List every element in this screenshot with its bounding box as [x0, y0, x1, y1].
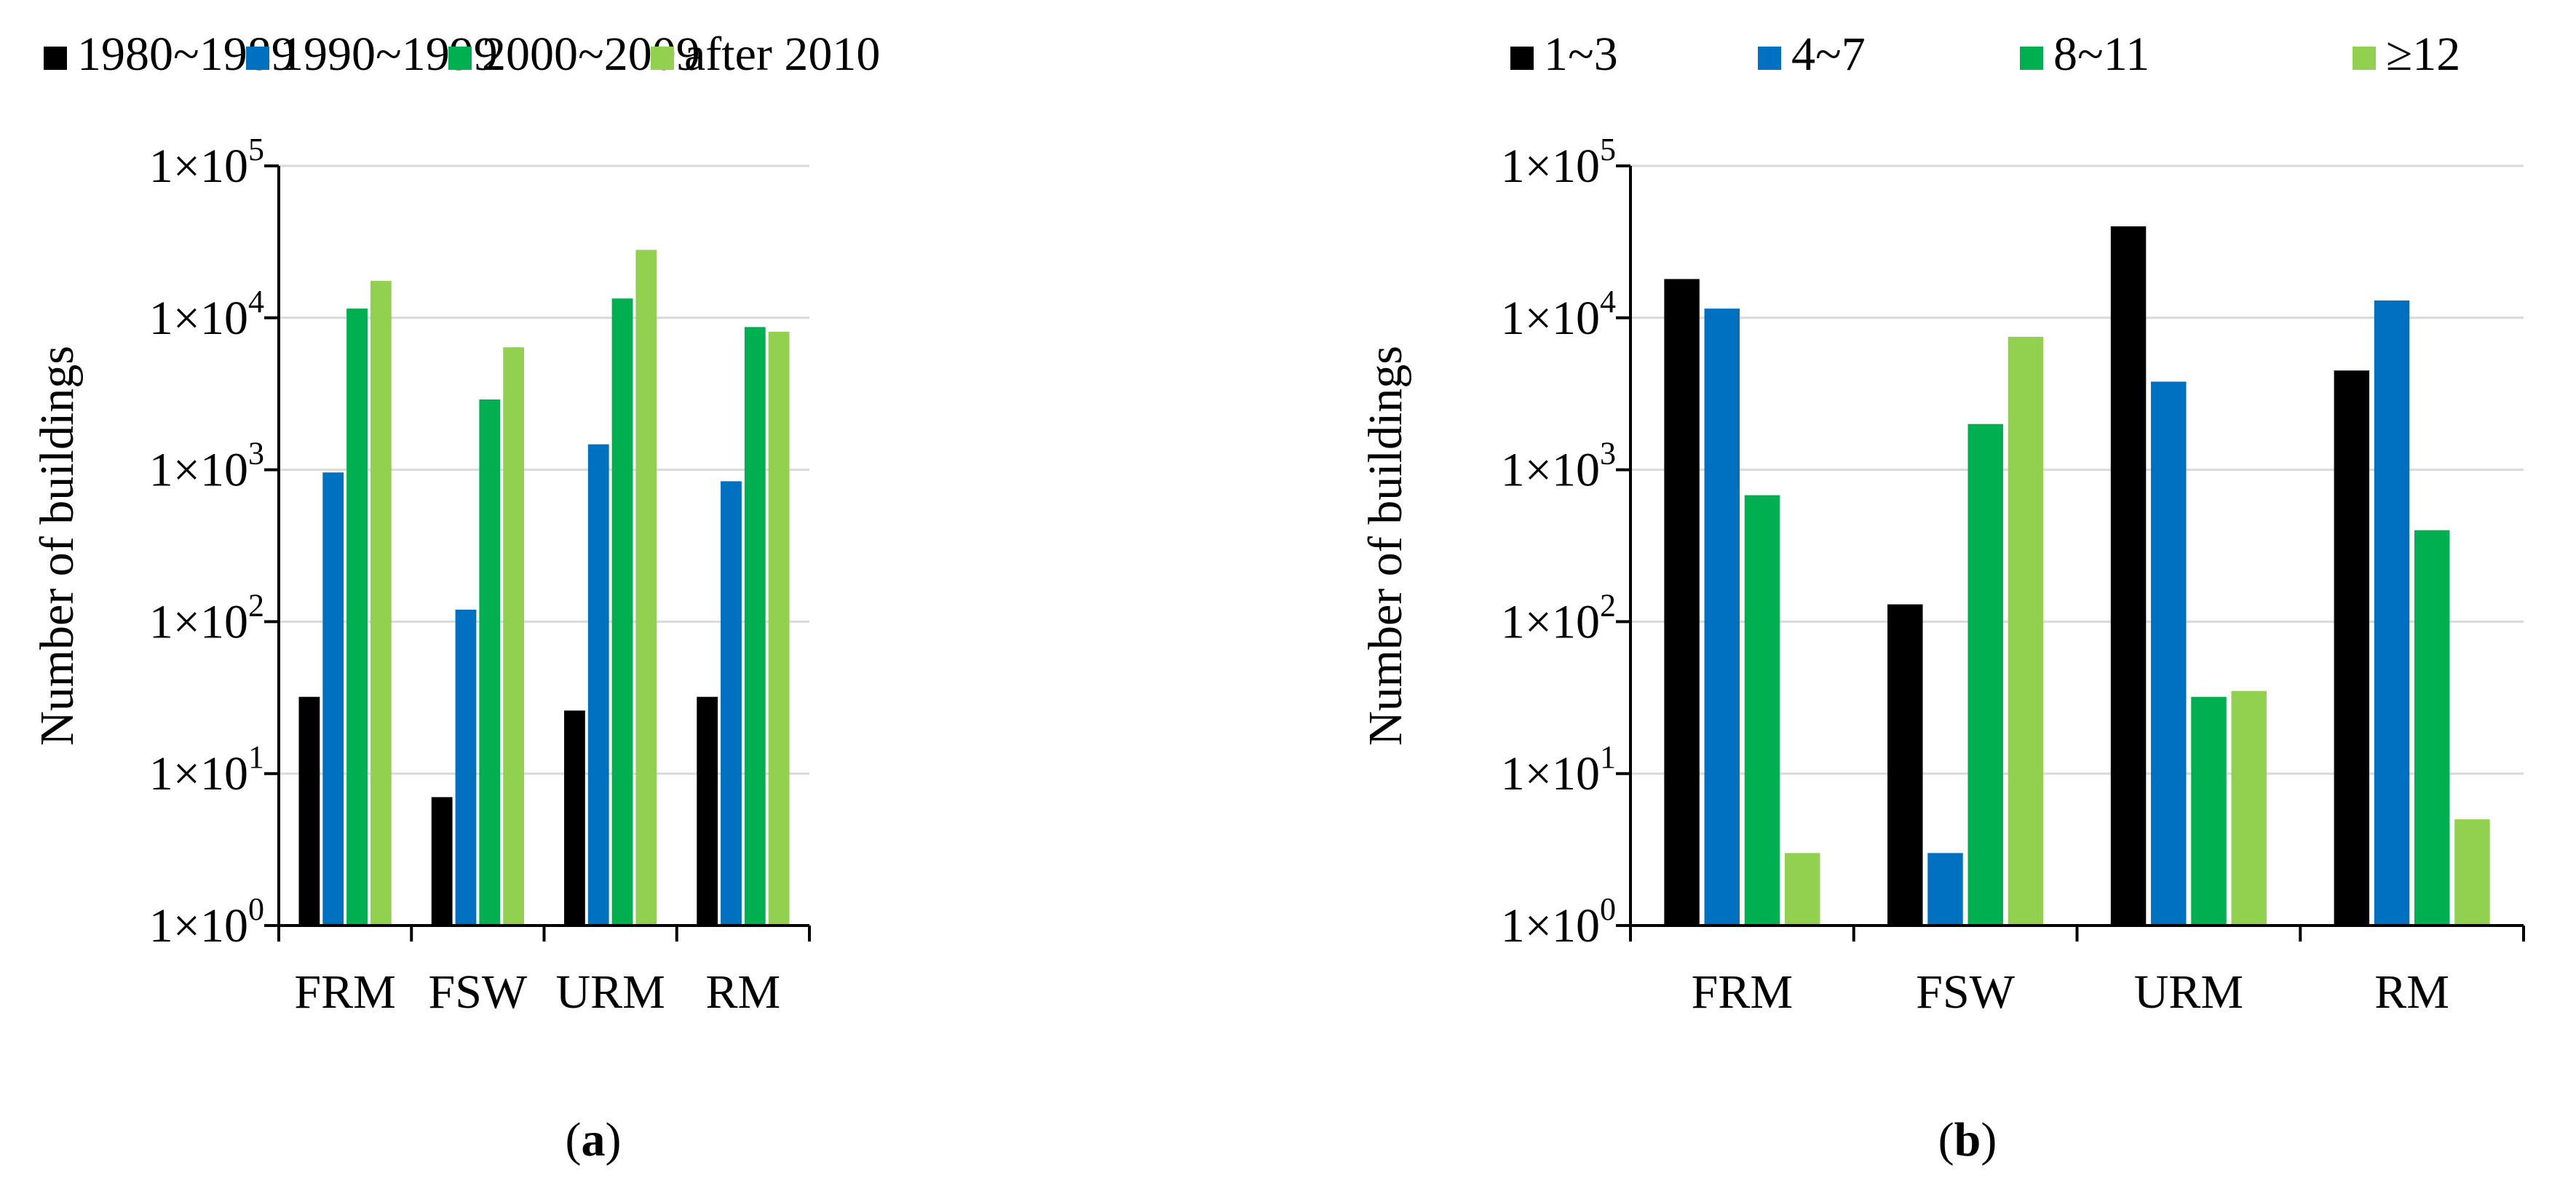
y-tick-label: 1×100 — [149, 891, 264, 952]
legend-label: ≥12 — [2386, 28, 2460, 81]
legend-label: 1~3 — [1544, 28, 1618, 81]
bar-1990~1999-URM — [587, 444, 609, 926]
bar-4~7-FRM — [1704, 309, 1740, 926]
chart-panel-a: 1×100 1×101 1×102 1×103 1×104 1×105 FRM FSW URM R… — [31, 28, 880, 1166]
bar-8~11-FSW — [1967, 423, 2003, 926]
y-tick-label: 1×101 — [149, 739, 264, 800]
bar-after 2010-RM — [768, 331, 790, 926]
bar-1990~1999-RM — [721, 481, 742, 926]
bar-1990~1999-FRM — [322, 472, 344, 926]
legend: 1~3 4~7 8~11 ≥12 — [1510, 28, 2460, 81]
bar-8~11-URM — [2191, 696, 2227, 926]
legend-swatch — [651, 47, 674, 70]
x-category-label: RM — [706, 966, 781, 1019]
legend-swatch — [1758, 47, 1781, 70]
legend-label: after 2010 — [684, 28, 880, 81]
bar-4~7-URM — [2151, 381, 2187, 926]
bar-1~3-FRM — [1664, 279, 1700, 926]
y-tick-label: 1×102 — [1501, 587, 1616, 648]
bar-≥12-FSW — [2008, 336, 2044, 926]
bar-after 2010-FSW — [503, 347, 524, 926]
bar-1990~1999-FSW — [455, 609, 477, 926]
bar-1~3-RM — [2334, 370, 2370, 926]
bar-after 2010-URM — [635, 250, 657, 926]
x-category-label: FSW — [429, 966, 528, 1019]
y-tick-label: 1×105 — [1501, 132, 1616, 193]
bar-1~3-FSW — [1887, 604, 1923, 926]
x-category-label: RM — [2374, 966, 2449, 1019]
bar-1980~1989-FRM — [298, 696, 320, 926]
x-category-label: FSW — [1916, 966, 2015, 1019]
y-tick-label: 1×103 — [149, 436, 264, 497]
bar-≥12-FRM — [1784, 853, 1820, 926]
legend-label: 4~7 — [1791, 28, 1866, 81]
panel-label: (a) — [566, 1113, 622, 1166]
x-category-label: FRM — [1692, 966, 1793, 1019]
bar-8~11-RM — [2414, 530, 2450, 926]
y-tick-label: 1×103 — [1501, 436, 1616, 497]
legend-swatch — [246, 47, 269, 70]
x-category-label: URM — [2134, 966, 2243, 1019]
bar-after 2010-FRM — [370, 281, 392, 926]
bar-4~7-FSW — [1927, 853, 1963, 926]
legend-swatch — [1510, 47, 1534, 70]
x-category-label: FRM — [294, 966, 395, 1019]
legend-label: 8~11 — [2053, 28, 2149, 81]
legend-swatch — [44, 47, 67, 70]
bar-≥12-RM — [2454, 819, 2490, 926]
bar-≥12-URM — [2231, 690, 2267, 926]
bar-2000~2009-FRM — [346, 309, 368, 926]
y-axis-title: Number of buildings — [31, 346, 84, 746]
bar-2000~2009-FSW — [479, 399, 501, 926]
bar-4~7-RM — [2374, 301, 2410, 926]
chart-panel-b: 1×100 1×101 1×102 1×103 1×104 1×105 FRM FSW URM R… — [1359, 28, 2525, 1166]
bar-1~3-URM — [2110, 226, 2147, 926]
y-tick-label: 1×100 — [1501, 891, 1616, 952]
bar-1980~1989-RM — [697, 696, 718, 926]
y-axis-title: Number of buildings — [1359, 346, 1412, 746]
legend-swatch — [2353, 47, 2376, 70]
x-category-label: URM — [555, 966, 665, 1019]
bar-2000~2009-URM — [611, 298, 633, 926]
y-tick-label: 1×105 — [149, 132, 264, 193]
bar-1980~1989-URM — [564, 710, 585, 926]
panel-label: (b) — [1938, 1113, 1997, 1166]
y-tick-label: 1×101 — [1501, 739, 1616, 800]
bar-8~11-FRM — [1744, 495, 1780, 926]
legend-swatch — [448, 47, 472, 70]
bar-1980~1989-FSW — [431, 797, 453, 926]
y-tick-label: 1×104 — [1501, 284, 1616, 345]
y-tick-label: 1×102 — [149, 587, 264, 648]
bar-2000~2009-RM — [744, 327, 766, 926]
y-tick-label: 1×104 — [149, 284, 264, 345]
legend-swatch — [2020, 47, 2043, 70]
